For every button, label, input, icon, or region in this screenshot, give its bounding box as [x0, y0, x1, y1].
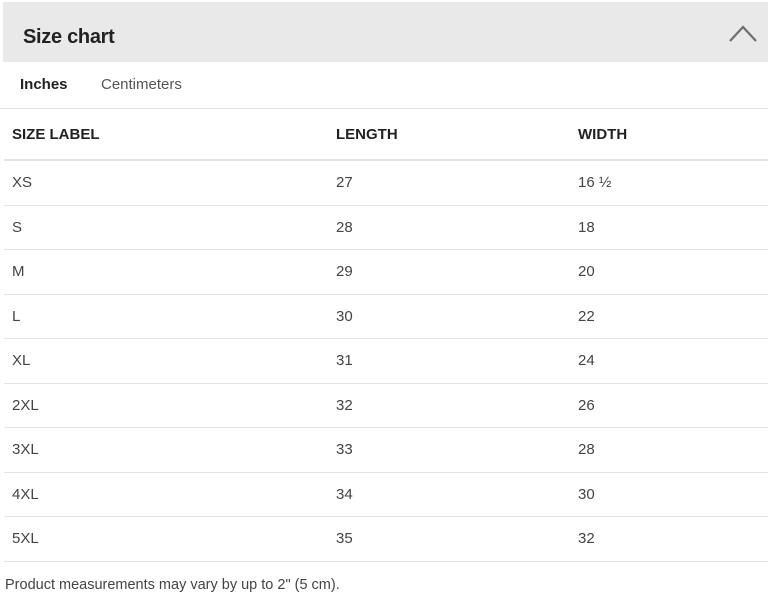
- size-chart-title: Size chart: [23, 26, 115, 48]
- size-chart-header[interactable]: Size chart: [3, 2, 768, 62]
- column-header-width: WIDTH: [578, 109, 768, 161]
- width-cell: 16 ½: [578, 160, 768, 206]
- table-header-row: SIZE LABEL LENGTH WIDTH: [4, 109, 768, 161]
- chevron-up-icon[interactable]: [725, 20, 761, 48]
- table-row: 4XL 34 30: [4, 472, 768, 517]
- measurement-note: Product measurements may vary by up to 2…: [5, 577, 340, 593]
- length-cell: 27: [336, 160, 578, 206]
- table-row: L 30 22: [4, 294, 768, 339]
- width-cell: 32: [578, 516, 768, 562]
- length-cell: 28: [336, 205, 578, 250]
- unit-tabs: Inches Centimeters: [0, 62, 768, 109]
- length-cell: 33: [336, 427, 578, 473]
- length-cell: 29: [336, 249, 578, 295]
- size-cell: L: [4, 294, 336, 339]
- length-cell: 34: [336, 472, 578, 517]
- size-cell: XS: [4, 160, 336, 206]
- width-cell: 28: [578, 427, 768, 473]
- table-row: M 29 20: [4, 249, 768, 295]
- size-cell: 4XL: [4, 472, 336, 517]
- width-cell: 22: [578, 294, 768, 339]
- column-header-size-label: SIZE LABEL: [4, 109, 336, 161]
- tab-inches[interactable]: Inches: [20, 76, 68, 93]
- column-header-length: LENGTH: [336, 109, 578, 161]
- length-cell: 35: [336, 516, 578, 562]
- size-cell: 5XL: [4, 516, 336, 562]
- length-cell: 31: [336, 338, 578, 384]
- size-table: SIZE LABEL LENGTH WIDTH XS 27 16 ½ S 28 18 M 29…: [4, 109, 768, 562]
- size-cell: 2XL: [4, 383, 336, 428]
- width-cell: 24: [578, 338, 768, 384]
- table-row: 2XL 32 26: [4, 383, 768, 428]
- width-cell: 20: [578, 249, 768, 295]
- table-row: XL 31 24: [4, 338, 768, 384]
- length-cell: 32: [336, 383, 578, 428]
- width-cell: 30: [578, 472, 768, 517]
- width-cell: 18: [578, 205, 768, 250]
- size-cell: S: [4, 205, 336, 250]
- table-row: 3XL 33 28: [4, 427, 768, 473]
- table-row: S 28 18: [4, 205, 768, 250]
- tab-centimeters[interactable]: Centimeters: [101, 76, 182, 93]
- table-row: 5XL 35 32: [4, 516, 768, 562]
- length-cell: 30: [336, 294, 578, 339]
- width-cell: 26: [578, 383, 768, 428]
- size-cell: M: [4, 249, 336, 295]
- table-row: XS 27 16 ½: [4, 160, 768, 206]
- size-cell: XL: [4, 338, 336, 384]
- size-cell: 3XL: [4, 427, 336, 473]
